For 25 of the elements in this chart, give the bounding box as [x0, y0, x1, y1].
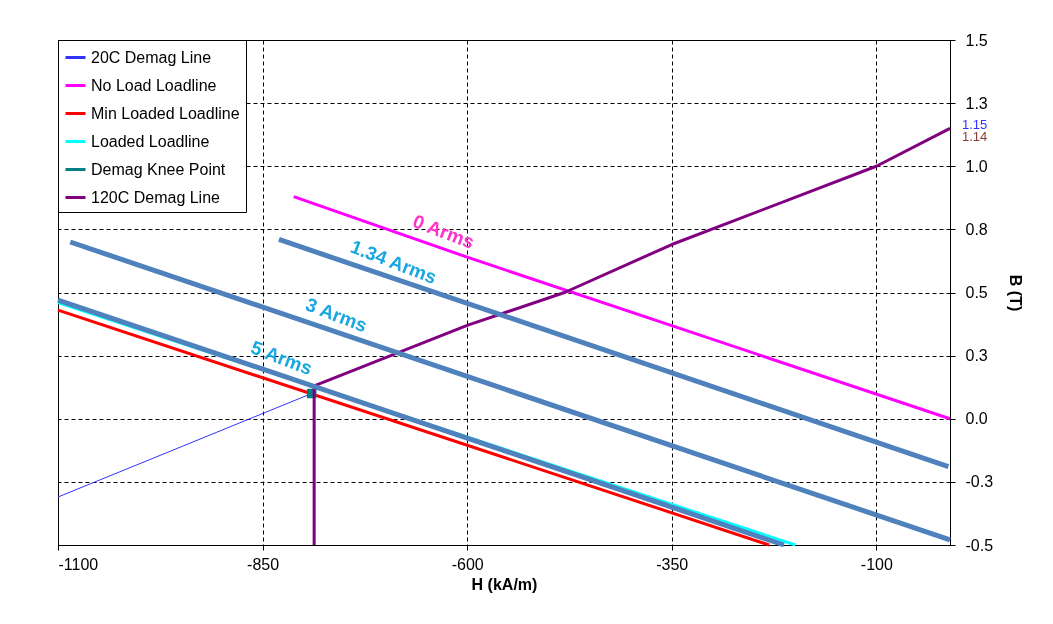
x-axis-title: H (kA/m) [471, 575, 538, 593]
y-tick-label: -0.3 [965, 473, 994, 491]
y-tick-label: 0.0 [965, 410, 988, 428]
legend-label: 120C Demag Line [91, 188, 221, 206]
legend-label: Min Loaded Loadline [91, 104, 240, 122]
x-tick-label: -100 [860, 555, 893, 573]
x-tick-label: -350 [656, 555, 689, 573]
x-tick-label: -600 [451, 555, 484, 573]
x-tick-label: -1100 [58, 555, 99, 573]
annotation: 5 Arms [248, 336, 316, 380]
annotation: 3 Arms [302, 293, 370, 337]
legend-label: 20C Demag Line [91, 48, 212, 66]
y-tick-label: 1.3 [965, 94, 988, 112]
y-tick-label: 0.8 [965, 220, 988, 238]
legend-label: Demag Knee Point [91, 160, 226, 178]
y-tick-label: 1.0 [965, 157, 988, 175]
legend-label: No Load Loadline [91, 76, 217, 94]
legend-label: Loaded Loadline [91, 132, 210, 150]
annotation: 0 Arms [410, 210, 478, 253]
y-tick-label: 0.3 [965, 347, 988, 365]
y-tick-label: 0.5 [965, 284, 988, 301]
y-axis-title: B (T) [1007, 274, 1025, 312]
y-tick-label: -0.5 [965, 536, 994, 554]
x-tick-label: -850 [247, 555, 280, 573]
y-tick-label: 1.5 [965, 31, 988, 49]
